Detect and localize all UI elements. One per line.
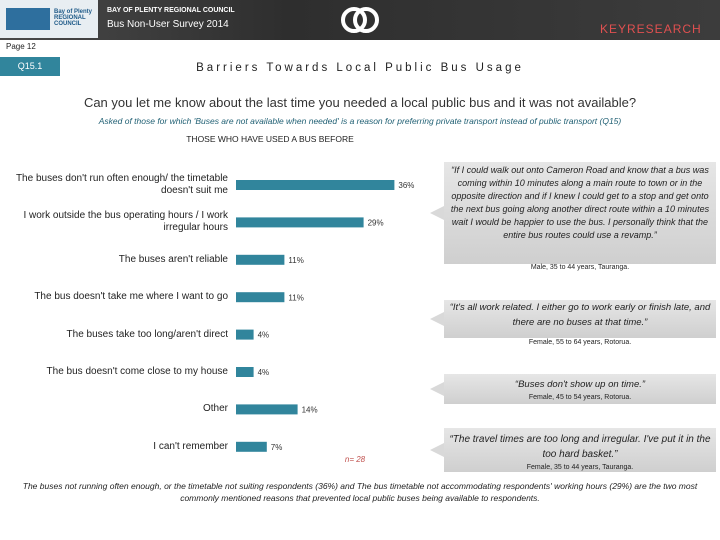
bar	[236, 329, 254, 340]
center-logo	[341, 7, 379, 33]
bar	[236, 441, 267, 452]
value-label: 11%	[288, 293, 303, 302]
bar	[236, 254, 285, 265]
category-label: The buses take too long/aren't direct	[66, 328, 228, 340]
value-label: 7%	[271, 443, 283, 452]
org-name: BAY OF PLENTY REGIONAL COUNCIL	[107, 7, 235, 14]
category-label: The bus doesn't come close to my house	[46, 366, 228, 377]
keyresearch-logo: KEYRESEARCH	[600, 22, 702, 36]
logo-text: Bay of Plenty REGIONAL COUNCIL	[54, 9, 93, 27]
quote-box: “The travel times are too long and irreg…	[430, 428, 716, 472]
council-logo: Bay of Plenty REGIONAL COUNCIL	[0, 0, 98, 38]
quote-source: Female, 55 to 64 years, Rotorua.	[528, 339, 632, 346]
value-label: 36%	[398, 181, 414, 190]
category-label: I work outside the bus operating hours /…	[23, 210, 228, 234]
value-label: 29%	[368, 219, 384, 228]
value-label: 14%	[302, 406, 318, 415]
category-label: Other	[202, 403, 228, 415]
quote-source: Female, 45 to 54 years, Rotorua.	[528, 394, 632, 401]
quote-box: “It's all work related. I either go to w…	[430, 300, 716, 338]
quote-box: “If I could walk out onto Cameron Road a…	[430, 162, 716, 264]
bar	[236, 292, 285, 303]
sample-size: n= 28	[345, 455, 366, 464]
bar	[236, 367, 254, 377]
chart-subtitle: Asked of those for which 'Buses are not …	[98, 116, 622, 126]
category-label: The bus doesn't take me where I want to …	[34, 291, 228, 303]
logo-ring	[353, 7, 379, 33]
logo-ring	[341, 7, 367, 33]
value-label: 11%	[288, 256, 303, 265]
group-label: THOSE WHO HAVE USED A BUS BEFORE	[186, 134, 354, 144]
footer-note: The buses not running often enough, or t…	[22, 481, 698, 503]
question-id: Q15.1	[0, 57, 60, 76]
bar	[236, 217, 364, 228]
quote-source: Female, 35 to 44 years, Tauranga.	[526, 464, 634, 471]
value-label: 4%	[258, 331, 270, 340]
value-label: 4%	[258, 368, 270, 377]
category-label: The buses don't run often enough/ the ti…	[15, 173, 228, 196]
survey-name: Bus Non-User Survey 2014	[107, 19, 229, 30]
page-number: Page 12	[6, 42, 36, 51]
bar	[236, 180, 395, 190]
quote-source: Male, 35 to 44 years, Tauranga.	[530, 264, 630, 271]
chart-title: Barriers Towards Local Public Bus Usage	[196, 62, 524, 74]
logo-emblem	[6, 8, 50, 30]
bar	[236, 404, 298, 415]
category-label: I can't remember	[153, 440, 228, 452]
header-band	[0, 0, 720, 40]
quote-box: “Buses don't show up on time.”	[430, 374, 716, 404]
question-text: Can you let me know about the last time …	[83, 95, 637, 110]
category-label: The buses aren't reliable	[118, 253, 228, 265]
